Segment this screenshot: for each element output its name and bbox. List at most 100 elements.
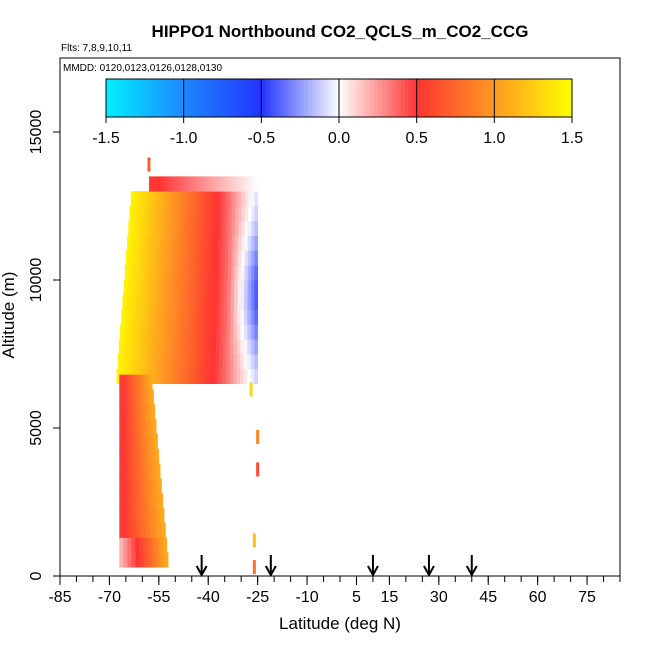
colorbar-segment <box>544 79 550 117</box>
data-cell <box>222 339 227 355</box>
data-cell <box>229 354 234 370</box>
data-cell <box>229 339 234 355</box>
data-cell <box>197 176 201 192</box>
data-cell <box>199 324 204 340</box>
data-cell <box>153 280 158 296</box>
data-cell <box>131 265 136 281</box>
colorbar-segment <box>443 79 449 117</box>
data-cell <box>139 294 144 310</box>
data-cell <box>152 354 157 370</box>
data-cell <box>151 552 157 568</box>
colorbar-tick-label: 0.5 <box>406 130 428 147</box>
data-cell <box>119 537 124 553</box>
data-cell <box>157 220 162 236</box>
data-cell <box>210 191 214 207</box>
flight-arrow-head <box>195 565 208 578</box>
data-cell <box>254 368 259 384</box>
data-cell <box>206 309 211 325</box>
data-cell <box>154 433 158 450</box>
colorbar-segment <box>304 79 309 117</box>
data-cell <box>230 309 235 325</box>
data-cell <box>203 206 207 222</box>
data-cell <box>216 191 220 207</box>
colorbar-segment <box>195 79 200 117</box>
data-cell <box>151 324 155 340</box>
data-cell <box>173 176 177 192</box>
data-cell <box>187 206 191 222</box>
data-cell <box>180 220 184 236</box>
data-cell <box>148 265 152 281</box>
x-tick-label: 5 <box>352 589 361 606</box>
data-cell <box>219 206 223 222</box>
data-cell <box>129 448 133 464</box>
data-cell <box>200 176 204 192</box>
colorbar-segment <box>253 79 259 117</box>
data-cell <box>186 220 191 236</box>
data-cell <box>122 419 126 435</box>
data-cell <box>215 368 220 384</box>
data-cell <box>139 463 144 479</box>
data-cell <box>236 339 241 355</box>
data-cell <box>201 354 206 370</box>
data-cell <box>244 309 248 325</box>
data-cell <box>254 235 259 251</box>
data-cell <box>193 280 198 296</box>
data-cell <box>238 220 242 236</box>
colorbar-segment <box>459 79 464 117</box>
y-tick-label: 15000 <box>28 110 45 155</box>
data-cell <box>195 339 200 355</box>
colorbar-segment <box>214 79 220 117</box>
data-cell <box>134 507 139 524</box>
data-cell <box>139 339 144 355</box>
data-cell <box>219 176 223 192</box>
data-cell <box>252 176 256 192</box>
data-cell <box>249 176 253 192</box>
data-cell <box>243 368 248 384</box>
data-cell <box>122 478 127 494</box>
data-cell <box>145 309 149 325</box>
data-cell <box>143 537 148 553</box>
data-cell <box>119 389 123 405</box>
colorbar-segment <box>164 79 169 117</box>
colorbar-segment <box>401 79 406 117</box>
data-cell <box>222 206 227 222</box>
colorbar-segment <box>436 79 441 117</box>
colorbar-segment <box>540 79 546 117</box>
colorbar-segment <box>210 79 216 117</box>
data-cell <box>244 235 249 251</box>
data-cell <box>128 419 132 435</box>
data-cell <box>203 294 208 310</box>
data-cell <box>156 294 161 310</box>
colorbar-segment <box>397 79 402 117</box>
data-cell <box>206 176 210 192</box>
data-cell <box>150 478 155 494</box>
data-cell <box>144 493 149 509</box>
data-cell <box>231 265 235 281</box>
data-cell <box>254 354 259 370</box>
data-cell <box>154 220 158 236</box>
data-cell <box>240 324 245 340</box>
data-cell <box>202 324 207 340</box>
data-cell <box>235 206 239 222</box>
data-cell <box>238 206 243 222</box>
data-cell <box>130 191 135 207</box>
data-cell <box>145 250 150 266</box>
data-cell <box>236 354 241 370</box>
colorbar-segment <box>113 79 119 117</box>
data-cell <box>205 339 210 355</box>
data-cell <box>251 191 255 207</box>
data-cell <box>144 220 149 236</box>
data-cell <box>143 552 149 568</box>
data-cell <box>218 368 223 384</box>
colorbar-segment <box>502 79 507 117</box>
data-cell <box>227 280 232 296</box>
data-cell <box>190 368 195 384</box>
data-cell <box>189 176 193 192</box>
data-cell <box>123 537 128 553</box>
data-cell <box>241 206 246 222</box>
data-cell <box>132 448 137 464</box>
flight-arrow-head <box>367 565 379 578</box>
data-cell <box>204 280 208 296</box>
data-cell <box>230 294 235 310</box>
data-cell <box>166 294 171 310</box>
